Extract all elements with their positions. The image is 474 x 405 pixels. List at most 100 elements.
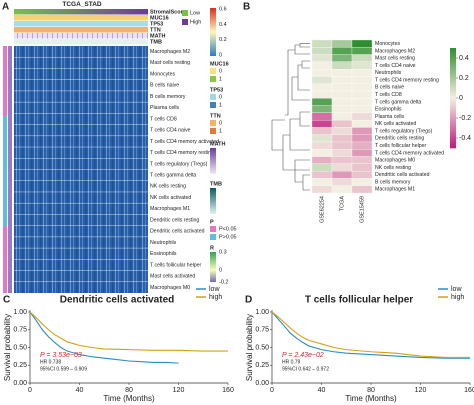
row-label: Macrophages M0 (150, 285, 190, 291)
scale-bar (210, 148, 216, 174)
heat-cell (331, 61, 353, 70)
legend-title: R (210, 245, 214, 251)
heat-cell (311, 76, 333, 84)
heat-cell (331, 68, 353, 77)
row-label: Macrophages M2 (375, 48, 415, 54)
heat-cell (331, 39, 353, 48)
side-bar (3, 46, 7, 116)
y-tick-label: 0.25 (13, 362, 27, 369)
heat-cell (311, 54, 333, 63)
heat-cell (331, 105, 353, 114)
row-label: Neutrophils (375, 70, 402, 76)
legend-swatch (210, 68, 216, 74)
heat-cell (331, 178, 353, 186)
legend-label: 1 (219, 76, 222, 82)
y-tick-label: 1.00 (255, 309, 269, 316)
chart-title: Dendritic cells activated (60, 295, 175, 306)
heat-cell (351, 185, 373, 194)
heat-cell (311, 68, 333, 77)
heat-cell (331, 112, 353, 121)
y-tick-label: 1.00 (13, 309, 27, 316)
x-axis-label: Time (Months) (345, 394, 397, 403)
colorbar-step (450, 75, 456, 79)
row-label: Macrophages M1 (375, 187, 415, 193)
scale-bar (210, 8, 216, 56)
legend-swatch (210, 102, 216, 108)
y-tick-label: 0.50 (255, 344, 269, 351)
colorbar-label: -0.4 (459, 135, 471, 142)
row-label: B cells naive (150, 83, 179, 89)
row-label: T cells CD4 memory resting (375, 77, 439, 83)
heat-cell (351, 54, 373, 63)
heat-cell (311, 112, 333, 121)
y-tick-label: 0.75 (13, 327, 27, 334)
row-label: NK cells activated (375, 121, 416, 127)
heat-cell (311, 119, 333, 128)
row-label: Eosinophils (150, 251, 177, 257)
row-label: T cells CD4 memory activated (375, 150, 444, 156)
annotation: 95%CI 0.599 – 0.909 (40, 366, 87, 372)
colorbar-step (450, 55, 456, 59)
scale-bar (210, 188, 216, 214)
row-label: Eosinophils (375, 107, 402, 113)
x-tick-label: 0 (270, 387, 274, 394)
annotation-bar (14, 15, 148, 21)
heat-cell (351, 134, 373, 143)
legend-title: P (210, 219, 214, 225)
survival-curve (271, 311, 470, 359)
row-label: T cells gamma delta (150, 172, 196, 178)
row-label: T cells follicular helper (375, 143, 426, 149)
scale-label: -0.2 (219, 279, 228, 285)
y-axis-label: Survival probability (245, 314, 254, 381)
heat-cell (311, 90, 333, 99)
column-label: GSE15459 (359, 196, 365, 223)
legend-swatch (210, 226, 216, 232)
row-label: T cells CD4 memory activated (150, 139, 219, 145)
heat-cell (311, 134, 333, 143)
heat-cell (331, 76, 353, 84)
annotation-bar (14, 33, 148, 39)
x-tick-label: 80 (367, 387, 375, 394)
legend-title: TP53 (210, 87, 223, 93)
legend-label: 0 (219, 120, 222, 126)
x-tick-label: 40 (318, 387, 326, 394)
row-label: T cells CD8 (150, 116, 177, 122)
annotation-bar (14, 39, 148, 45)
legend-label: 0 (219, 68, 222, 74)
scale-label: 0.2 (219, 37, 227, 43)
annotation-label: MATH (150, 33, 166, 39)
x-tick-label: 120 (415, 387, 427, 394)
row-label: T cells CD8 (375, 92, 402, 98)
colorbar-step (450, 50, 456, 54)
colorbar-step (450, 110, 456, 114)
heat-cell (311, 178, 333, 186)
heat-cell (311, 170, 333, 179)
row-label: NK cells resting (150, 184, 186, 190)
heat-cell (331, 141, 353, 150)
survival-curve (29, 311, 179, 364)
y-tick-label: 0.00 (255, 380, 269, 387)
legend-label: Low (190, 10, 200, 16)
heat-cell (331, 156, 353, 165)
row-label: T cells CD4 naive (375, 63, 416, 69)
colorbar-step (450, 113, 456, 116)
heat-cell (351, 163, 373, 172)
legend-label: 0 (219, 94, 222, 100)
row-label: Neutrophils (150, 240, 177, 246)
legend-label: P<0.05 (219, 226, 237, 232)
colorbar-label: 0 (459, 95, 463, 102)
heat-cell (351, 178, 373, 186)
colorbar-step (450, 58, 456, 61)
colorbar-step (450, 133, 456, 136)
annotation-label: TP53 (150, 21, 163, 27)
heat-cell (351, 98, 373, 106)
colorbar-label: 0.2 (459, 75, 469, 82)
colorbar-step (450, 128, 456, 131)
annotation-label: TMB (150, 39, 162, 45)
legend-label: low (451, 286, 462, 293)
heat-cell (351, 119, 373, 128)
side-bar (3, 116, 7, 226)
scale-bar (210, 252, 216, 282)
colorbar-step (450, 140, 456, 144)
